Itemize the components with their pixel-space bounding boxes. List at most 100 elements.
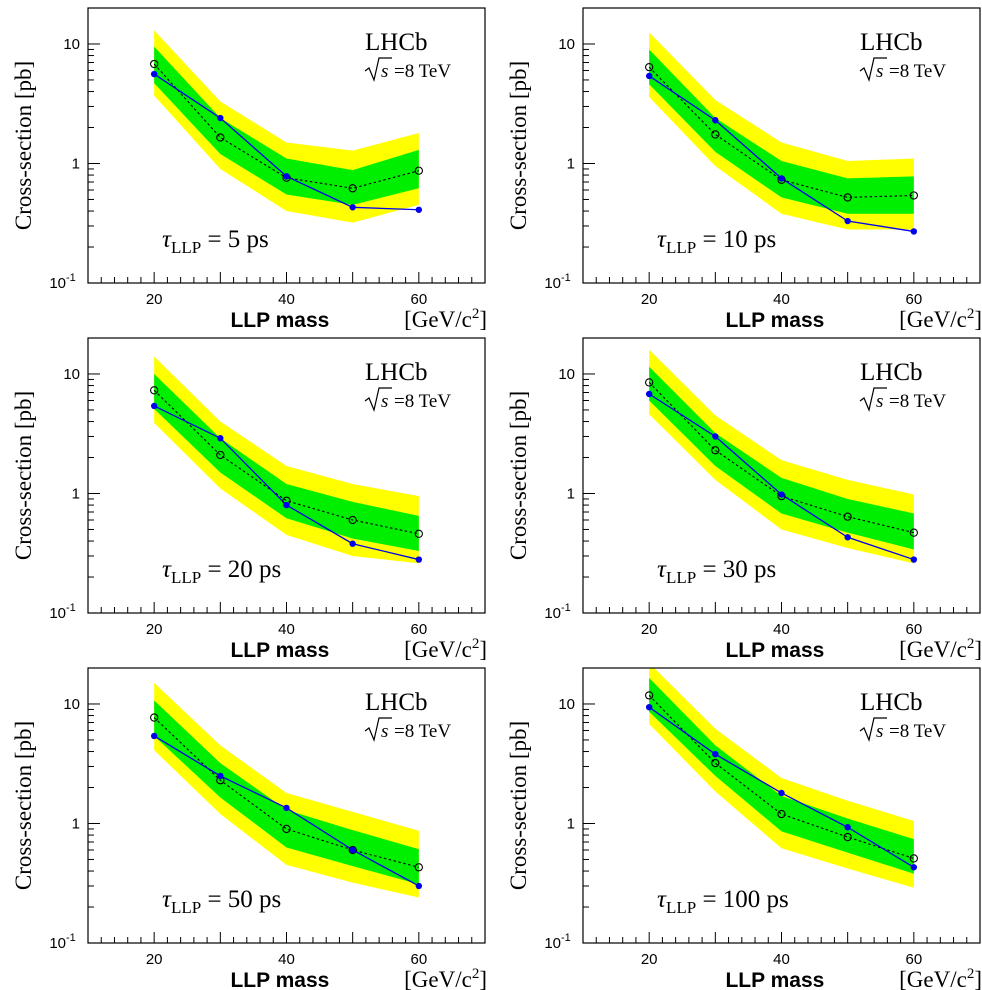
x-tick-label: 60 [410,291,427,308]
energy-value: =8 TeV [394,391,451,412]
x-unit-sup: 2 [472,636,480,652]
y-axis-title: Cross-section [pb] [11,721,36,890]
expected-point [711,446,720,455]
y-tick-label: 10 -1 [49,932,75,952]
y-axis-title: Cross-section [pb] [11,61,36,230]
x-unit-main: [GeV/c [404,967,472,990]
expected-point [216,450,225,460]
y-tick-label: 1 [567,815,575,832]
expected-point [150,59,159,69]
energy-label: s =8 TeV [364,57,451,82]
expected-limit-line [648,695,915,859]
expected-point [348,515,357,525]
y-tick-label-exponent: -1 [66,272,76,284]
x-axis-title: LLP mass [725,639,824,662]
tau-symbol: τ [657,556,667,583]
x-tick-label: 40 [278,951,295,968]
y-tick-label-value: 1 [72,155,80,172]
observed-point [778,789,785,797]
observed-point [150,70,158,78]
tau-symbol: τ [162,886,172,913]
expected-point [150,386,159,395]
y-tick-label: 10 [558,366,575,383]
expected-point [216,133,225,142]
x-tick-label: 60 [905,291,922,308]
y-axis-title: Cross-section [pb] [11,391,36,560]
y-axis-title: Cross-section [pb] [506,61,531,230]
y-tick-label-base: 10 [544,935,561,952]
x-unit-main: [GeV/c [899,967,967,990]
x-axis-title: LLP mass [230,969,329,990]
x-axis-unit: [GeV/c2] [404,306,487,332]
energy-value: =8 TeV [889,721,946,742]
y-tick-label: 1 [72,155,80,172]
tau-subscript: LLP [171,898,201,917]
x-axis-title: LLP mass [725,969,824,990]
tau-subscript: LLP [666,238,696,257]
observed-point [712,117,719,124]
observed-point [778,491,785,498]
x-axis-unit: [GeV/c2] [404,966,487,990]
observed-point [415,882,423,890]
energy-symbol: s [876,721,883,742]
experiment-label: LHCb [860,359,923,386]
tau-value: = 30 ps [696,556,776,583]
x-axis-unit: [GeV/c2] [899,306,982,332]
expected-point [909,854,918,863]
observed-point [712,433,719,440]
observed-point [349,204,356,211]
expected-point [777,809,786,819]
y-tick-label-value: 10 [558,366,575,383]
energy-symbol: s [381,721,388,742]
experiment-label: LHCb [860,689,923,716]
x-unit-close: ] [974,967,982,990]
x-unit-sup: 2 [472,966,480,982]
x-tick-label: 40 [773,291,790,308]
x-tick-label: 40 [278,621,295,638]
tau-symbol: τ [657,886,667,913]
sqrt-symbol [364,717,392,742]
expected-point [711,130,720,139]
sqrt-symbol [859,717,887,742]
observed-point [283,804,290,812]
x-tick-label: 20 [641,951,658,968]
x-axis-title: LLP mass [725,309,824,332]
lifetime-label: τLLP = 50 ps [162,886,281,917]
y-tick-label: 10 [63,36,80,53]
y-tick-label: 10 [558,36,575,53]
experiment-label: LHCb [860,29,923,56]
tau-value: = 100 ps [696,886,789,913]
tau-subscript: LLP [666,568,696,587]
y-tick-label: 10 -1 [544,932,570,952]
expected-band-1sigma [154,373,419,552]
x-axis-unit: [GeV/c2] [899,636,982,662]
energy-value: =8 TeV [394,61,451,82]
y-tick-label-exponent: -1 [561,272,571,284]
observed-point [712,750,719,758]
expected-point [645,691,654,700]
energy-symbol: s [876,61,883,82]
x-unit-main: [GeV/c [404,637,472,662]
y-tick-label-base: 10 [544,605,561,622]
expected-point [909,528,918,537]
expected-point [150,713,159,722]
x-tick-label: 60 [410,951,427,968]
observed-point [645,390,653,398]
x-unit-close: ] [479,967,487,990]
y-tick-label: 10 [63,366,80,383]
observed-point [415,556,423,563]
x-axis-unit: [GeV/c2] [899,966,982,990]
y-tick-label: 10 -1 [49,272,75,292]
tau-value: = 20 ps [201,556,281,583]
x-unit-sup: 2 [472,306,480,322]
y-tick-label-exponent: -1 [561,932,571,944]
observed-point [415,206,423,213]
lifetime-label: τLLP = 10 ps [657,226,776,257]
y-axis-title: Cross-section [pb] [506,391,531,560]
observed-point [283,501,290,509]
